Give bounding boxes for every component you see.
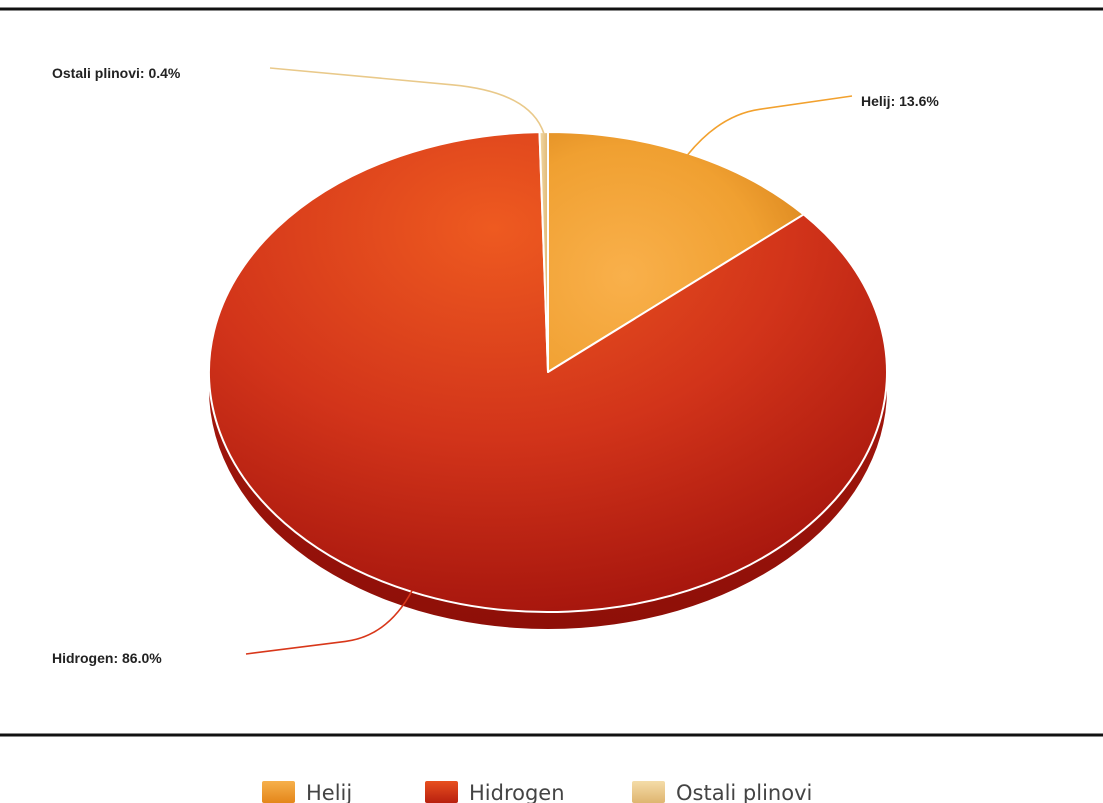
legend-swatch bbox=[632, 781, 665, 803]
legend-item-hidrogen[interactable]: Hidrogen bbox=[425, 781, 565, 803]
legend-item-ostali-plinovi[interactable]: Ostali plinovi bbox=[632, 781, 812, 803]
data-label-ostali-plinovi: Ostali plinovi: 0.4% bbox=[52, 65, 181, 81]
label-connector-hidrogen bbox=[245, 590, 413, 655]
legend-label: Ostali plinovi bbox=[676, 781, 812, 803]
label-connector-helij bbox=[687, 95, 853, 156]
data-label-helij: Helij: 13.6% bbox=[861, 93, 939, 109]
legend-swatch bbox=[425, 781, 458, 803]
legend-label: Hidrogen bbox=[469, 781, 565, 803]
legend-label: Helij bbox=[306, 781, 352, 803]
legend-swatch bbox=[262, 781, 295, 803]
label-connector-ostali-plinovi bbox=[269, 67, 545, 134]
data-label-hidrogen: Hidrogen: 86.0% bbox=[52, 650, 162, 666]
legend-item-helij[interactable]: Helij bbox=[262, 781, 352, 803]
